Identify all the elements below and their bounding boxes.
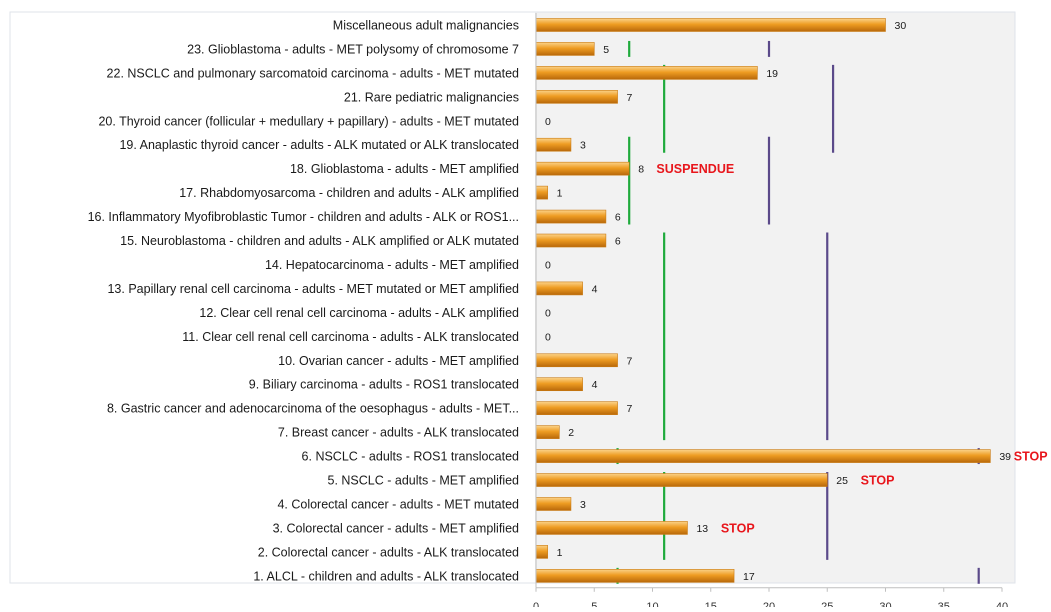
category-label: 6. NSCLC - adults - ROS1 translocated	[302, 450, 519, 464]
value-label: 25	[836, 475, 848, 487]
category-label: 23. Glioblastoma - adults - MET polysomy…	[187, 42, 519, 56]
value-label: 6	[615, 236, 621, 248]
bar	[535, 233, 607, 248]
x-tick-label: 25	[821, 601, 833, 607]
bar	[535, 42, 595, 56]
category-label: 17. Rhabdomyosarcoma - children and adul…	[179, 186, 519, 200]
x-tick-label: 40	[996, 601, 1008, 607]
value-label: 39	[999, 451, 1011, 463]
bar	[535, 161, 630, 176]
value-labels: 30 5 19 7 0 3 8 1 6 6 0 4 0 0 7 4 7 2 39 25 3 13 1 17	[545, 20, 1011, 583]
category-label: 12. Clear cell renal cell carcinoma - ad…	[199, 306, 519, 320]
value-label: 4	[592, 283, 598, 295]
bar	[535, 137, 572, 152]
category-label: 4. Colorectal cancer - adults - MET muta…	[277, 497, 519, 511]
bar	[535, 281, 583, 296]
status-annotations: SUSPENDUE STOP STOP STOP	[656, 162, 1047, 535]
category-label: 9. Biliary carcinoma - adults - ROS1 tra…	[249, 378, 519, 392]
category-label: 19. Anaplastic thyroid cancer - adults -…	[119, 138, 519, 152]
value-label: 6	[615, 212, 621, 224]
category-label: 18. Glioblastoma - adults - MET amplifie…	[290, 162, 519, 176]
value-label: 17	[743, 571, 755, 583]
category-label: 7. Breast cancer - adults - ALK transloc…	[278, 426, 519, 440]
bar	[535, 209, 607, 224]
value-label: 3	[580, 499, 586, 511]
category-label: 1. ALCL - children and adults - ALK tran…	[253, 569, 519, 583]
x-tick-label: 20	[763, 601, 775, 607]
value-label: 3	[580, 140, 586, 152]
x-tick-label: 30	[879, 601, 891, 607]
value-label: 0	[545, 331, 551, 343]
bar	[535, 401, 618, 415]
bar	[535, 473, 828, 487]
category-label: 8. Gastric cancer and adenocarcinoma of …	[107, 402, 519, 416]
status-annotation: STOP	[1014, 450, 1048, 464]
bar	[535, 425, 560, 439]
x-tick-label: 5	[591, 601, 597, 607]
bar	[535, 449, 991, 463]
x-tick-label: 10	[646, 601, 658, 607]
category-label: 21. Rare pediatric malignancies	[344, 90, 519, 104]
value-label: 7	[627, 92, 633, 104]
value-label: 13	[696, 523, 708, 535]
category-label: 13. Papillary renal cell carcinoma - adu…	[107, 282, 519, 296]
status-annotation: SUSPENDUE	[656, 162, 734, 176]
value-label: 7	[627, 355, 633, 367]
bar	[535, 569, 735, 583]
value-label: 8	[638, 164, 644, 176]
bar	[535, 521, 688, 535]
bar	[535, 66, 758, 80]
bar	[535, 545, 548, 559]
status-annotation: STOP	[861, 474, 895, 488]
plot-area-background	[535, 12, 1015, 583]
category-label: 16. Inflammatory Myofibroblastic Tumor -…	[88, 210, 519, 224]
category-label: 14. Hepatocarcinoma - adults - MET ampli…	[265, 258, 519, 272]
status-annotation: STOP	[721, 521, 755, 535]
category-label: 2. Colorectal cancer - adults - ALK tran…	[258, 545, 519, 559]
value-label: 1	[557, 547, 563, 559]
category-label: 20. Thyroid cancer (follicular + medulla…	[98, 114, 519, 128]
chart-border	[9, 11, 1016, 584]
category-label: 5. NSCLC - adults - MET amplified	[328, 474, 520, 488]
value-label: 4	[592, 379, 598, 391]
category-label: 22. NSCLC and pulmonary sarcomatoid carc…	[107, 66, 519, 80]
bar	[535, 497, 572, 511]
value-label: 30	[895, 20, 907, 32]
bar	[535, 18, 886, 32]
value-label: 0	[545, 307, 551, 319]
value-label: 5	[603, 44, 609, 56]
value-label: 2	[568, 427, 574, 439]
value-label: 0	[545, 116, 551, 128]
category-label: Miscellaneous adult malignancies	[333, 18, 519, 32]
x-axis: 0 5 10 15 20 25 30 35 40	[533, 13, 1008, 612]
x-tick-label: 35	[938, 601, 950, 607]
bar	[535, 90, 618, 104]
bar	[535, 185, 548, 200]
bar	[535, 353, 618, 368]
value-label: 1	[557, 188, 563, 200]
value-label: 0	[545, 259, 551, 271]
x-tick-label: 15	[705, 601, 717, 607]
category-label: 15. Neuroblastoma - children and adults …	[120, 234, 519, 248]
value-label: 7	[627, 403, 633, 415]
category-label: 10. Ovarian cancer - adults - MET amplif…	[278, 354, 519, 368]
value-label: 19	[766, 68, 778, 80]
category-label: 3. Colorectal cancer - adults - MET ampl…	[273, 521, 519, 535]
bar	[535, 377, 583, 392]
category-labels: Miscellaneous adult malignancies 23. Glio…	[88, 18, 519, 583]
x-tick-label: 0	[533, 601, 539, 607]
category-label: 11. Clear cell renal cell carcinoma - ad…	[182, 330, 519, 344]
